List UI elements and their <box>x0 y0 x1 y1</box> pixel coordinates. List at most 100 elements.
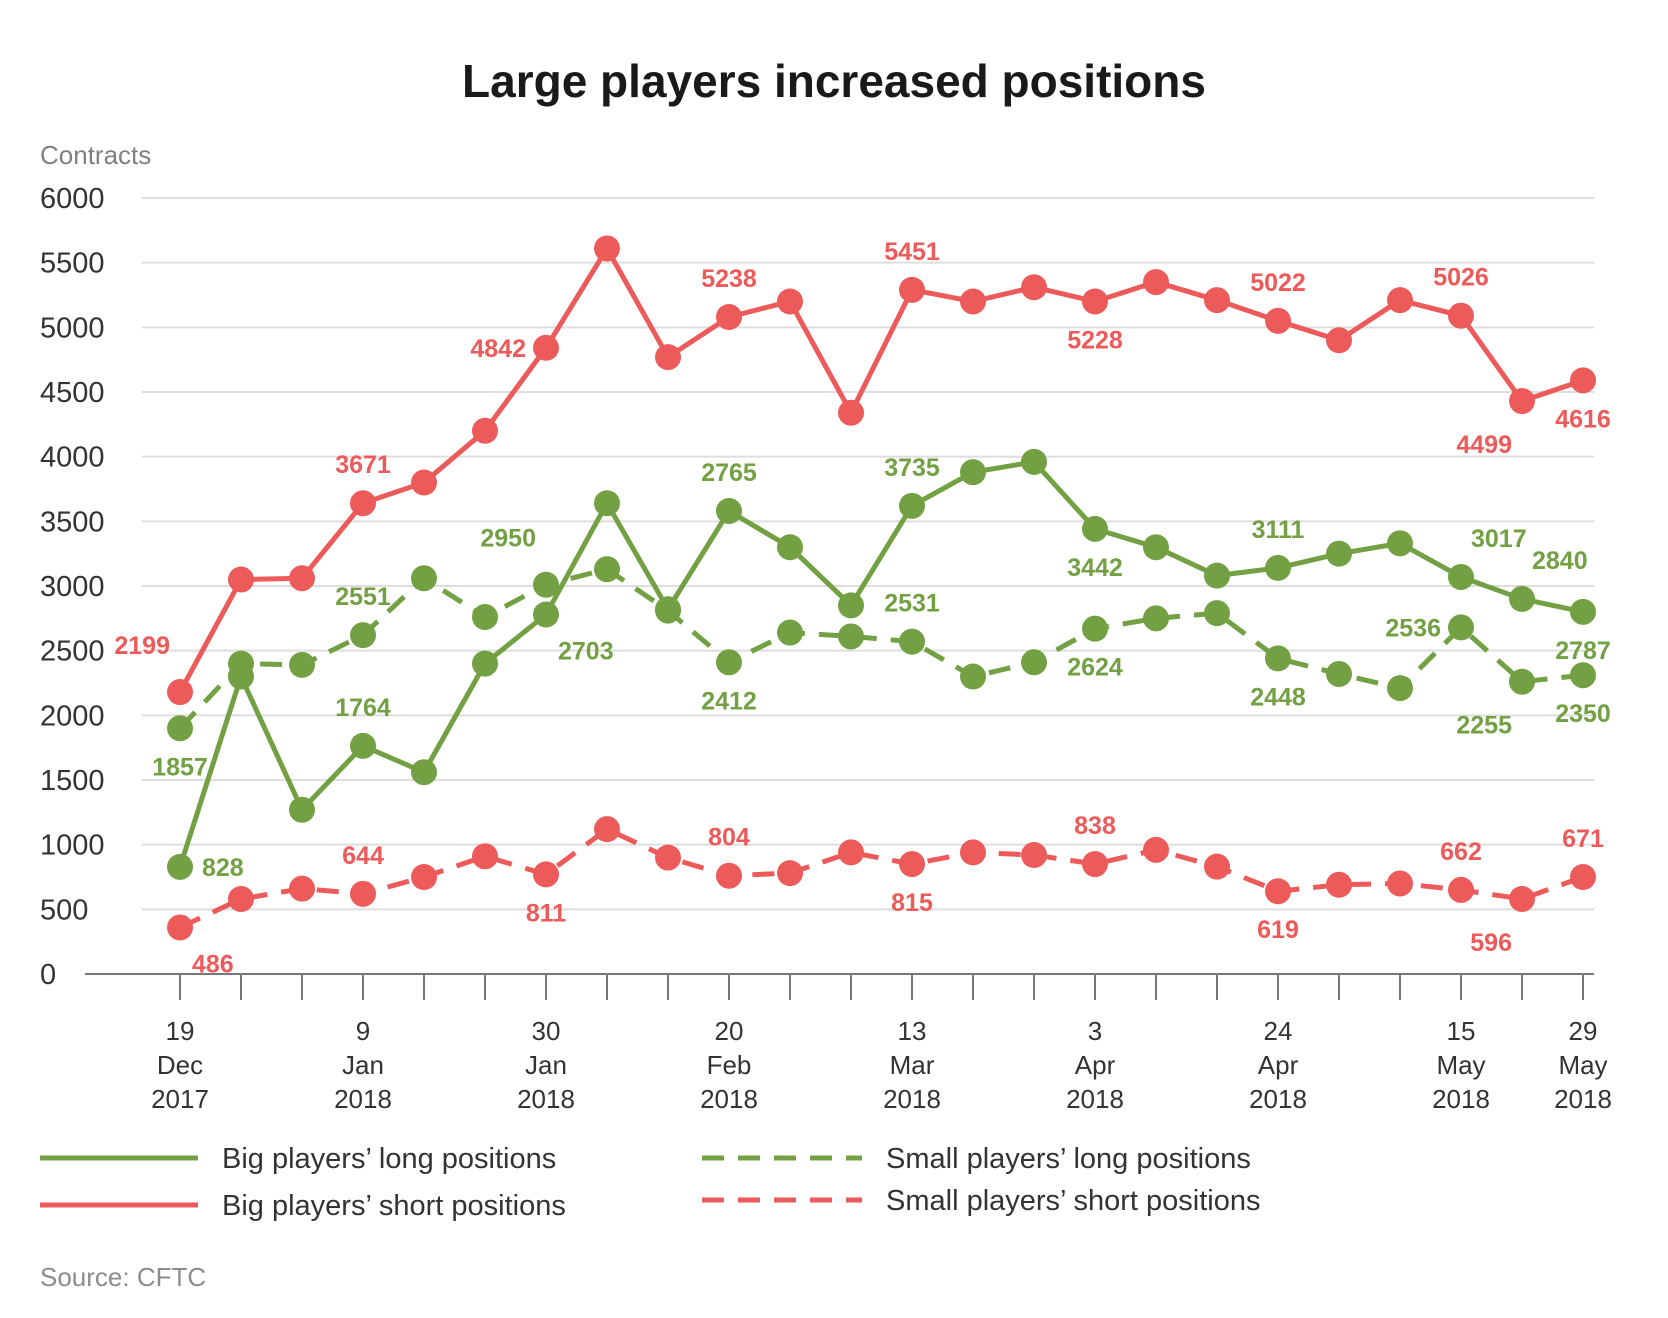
data-label: 4616 <box>1555 405 1611 433</box>
data-label: 5238 <box>701 265 757 293</box>
x-tick-label: 20 <box>715 1016 744 1046</box>
data-label: 2703 <box>558 637 614 665</box>
data-label: 486 <box>192 950 234 978</box>
data-point <box>1570 367 1596 394</box>
y-tick-label: 3500 <box>40 506 105 538</box>
data-point <box>1265 307 1291 334</box>
data-label: 596 <box>1470 929 1512 957</box>
data-label: 838 <box>1074 812 1116 840</box>
data-point <box>472 843 498 870</box>
data-point <box>167 853 193 880</box>
data-label: 2448 <box>1250 683 1306 711</box>
data-point <box>350 490 376 517</box>
data-point <box>960 459 986 486</box>
x-tick-label: 19 <box>166 1016 195 1046</box>
data-point <box>1082 288 1108 315</box>
data-label: 2950 <box>480 525 536 553</box>
data-point <box>289 651 315 678</box>
data-point <box>472 650 498 677</box>
grid <box>142 197 1594 911</box>
legend-item: Small players’ short positions <box>702 1185 1260 1217</box>
data-point <box>594 490 620 517</box>
data-point <box>411 759 437 786</box>
legend-label: Small players’ short positions <box>886 1185 1260 1217</box>
data-point <box>1143 836 1169 863</box>
data-point <box>167 914 193 941</box>
data-label: 2551 <box>335 583 391 611</box>
data-point <box>350 732 376 759</box>
data-label: 619 <box>1257 916 1299 944</box>
x-tick-label: 29 <box>1569 1016 1598 1046</box>
x-tick-label: 15 <box>1447 1016 1476 1046</box>
data-label: 3735 <box>884 454 940 482</box>
data-label: 3111 <box>1252 516 1305 544</box>
data-point <box>777 860 803 887</box>
data-point <box>1326 871 1352 898</box>
data-point <box>350 622 376 649</box>
data-point <box>289 875 315 902</box>
data-point <box>1204 600 1230 627</box>
data-point <box>594 235 620 262</box>
data-point <box>1082 515 1108 542</box>
legend: Big players’ long positions Big players’ … <box>40 1143 1260 1222</box>
data-point <box>716 862 742 889</box>
data-point <box>1326 327 1352 354</box>
data-label: 2531 <box>884 590 940 618</box>
data-point <box>1570 598 1596 625</box>
x-tick-label: 2018 <box>517 1084 575 1114</box>
x-tick-label: May <box>1436 1050 1485 1080</box>
x-tick-label: May <box>1558 1050 1607 1080</box>
data-point <box>350 880 376 907</box>
x-tick-label: Mar <box>890 1050 935 1080</box>
data-point <box>899 851 925 878</box>
data-point <box>960 663 986 690</box>
data-point <box>1082 851 1108 878</box>
data-point <box>228 885 254 912</box>
data-point <box>716 649 742 676</box>
data-point <box>1021 448 1047 475</box>
x-tick-label: 2018 <box>1432 1084 1490 1114</box>
data-label: 815 <box>891 889 933 917</box>
data-label: 2840 <box>1532 547 1588 575</box>
data-label: 5451 <box>884 238 940 266</box>
data-point <box>1021 842 1047 869</box>
y-tick-label: 3000 <box>40 571 105 603</box>
data-point <box>1204 287 1230 314</box>
data-label: 4499 <box>1456 431 1512 459</box>
x-axis: 19 Dec 2017 9 Jan 2018 30 Jan 2018 20 Feb 2018 13 Mar… <box>85 973 1612 1114</box>
data-point <box>594 556 620 583</box>
plot-area <box>167 235 1596 941</box>
x-tick-label: Jan <box>525 1050 567 1080</box>
y-tick-label: 2000 <box>40 700 105 732</box>
y-tick-label: 1500 <box>40 765 105 797</box>
data-point <box>289 796 315 823</box>
data-point <box>411 864 437 890</box>
data-point <box>1265 878 1291 905</box>
data-point <box>716 303 742 330</box>
data-point <box>228 566 254 593</box>
data-point <box>838 623 864 650</box>
data-point <box>1387 675 1413 702</box>
x-tick-label: 9 <box>356 1016 370 1046</box>
data-point <box>1204 562 1230 589</box>
data-point <box>167 679 193 706</box>
x-tick-label: 2017 <box>151 1084 209 1114</box>
data-point <box>899 628 925 655</box>
data-label: 5026 <box>1433 264 1489 292</box>
data-point <box>1143 269 1169 296</box>
legend-label: Big players’ short positions <box>222 1190 566 1222</box>
legend-item: Big players’ short positions <box>40 1190 566 1222</box>
data-label: 2624 <box>1067 654 1123 682</box>
data-point <box>838 839 864 866</box>
data-label: 2787 <box>1555 637 1611 665</box>
data-point <box>411 469 437 496</box>
data-label: 662 <box>1440 838 1482 866</box>
data-point <box>472 604 498 631</box>
chart-title: Large players increased positions <box>462 55 1206 107</box>
series-3 <box>167 816 1596 941</box>
x-tick-label: Feb <box>707 1050 752 1080</box>
data-label: 5022 <box>1250 269 1306 297</box>
x-tick-label: Apr <box>1075 1050 1116 1080</box>
